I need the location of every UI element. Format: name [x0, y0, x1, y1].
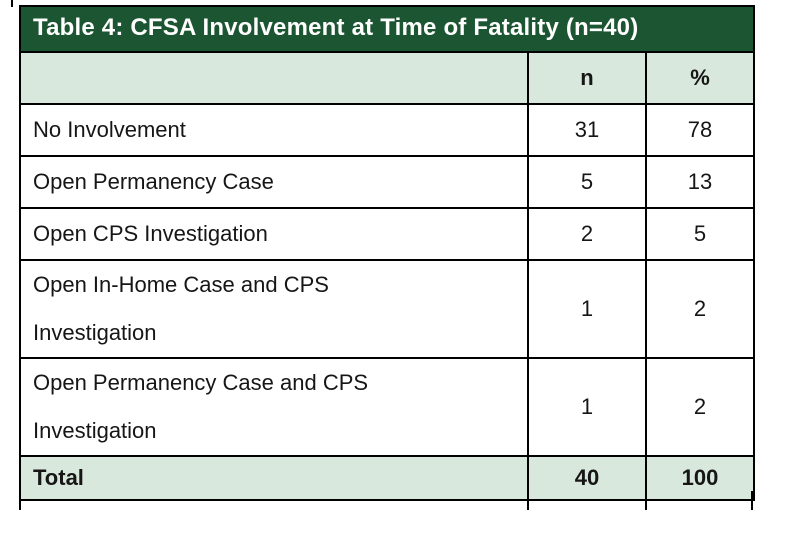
row-n-value: 1	[527, 259, 647, 359]
table-row: Open CPS Investigation 2 5	[19, 207, 756, 261]
row-n-value: 2	[527, 207, 647, 261]
row-label: Open Permanency Case and CPS Investigati…	[33, 370, 369, 443]
row-n-value: 31	[527, 103, 647, 157]
cutoff-border-stub-bottom-col1	[527, 491, 529, 510]
row-pct-value: 78	[644, 103, 756, 157]
cutoff-border-stub-bottom-left	[19, 491, 21, 510]
row-label: Open In-Home Case and CPS Investigation	[33, 272, 329, 345]
table-body: No Involvement 31 78 Open Permanency Cas…	[19, 103, 756, 457]
row-pct-value: 13	[644, 155, 756, 209]
row-label: Open CPS Investigation	[33, 221, 268, 246]
cutoff-border-stub-top	[11, 0, 13, 7]
table-row: Open In-Home Case and CPS Investigation …	[19, 259, 756, 359]
column-header-n: n	[527, 51, 647, 105]
total-n-value: 40	[527, 455, 647, 501]
row-pct-value: 2	[644, 357, 756, 457]
table-title: Table 4: CFSA Involvement at Time of Fat…	[18, 5, 756, 53]
column-header-row: n %	[19, 51, 756, 105]
column-header-pct: %	[644, 51, 756, 105]
cutoff-border-stub-bottom-right	[751, 491, 753, 510]
total-row: Total 40 100	[19, 455, 756, 501]
cutoff-border-stub-bottom-col2	[645, 491, 647, 510]
row-n-value: 5	[527, 155, 647, 209]
row-label: Open Permanency Case	[33, 169, 274, 194]
row-n-value: 1	[527, 357, 647, 457]
table-title-row: Table 4: CFSA Involvement at Time of Fat…	[18, 5, 756, 53]
table-row: Open Permanency Case and CPS Investigati…	[19, 357, 756, 457]
table-row: Open Permanency Case 5 13	[19, 155, 756, 209]
row-pct-value: 5	[644, 207, 756, 261]
table-row: No Involvement 31 78	[19, 103, 756, 157]
row-label: No Involvement	[33, 117, 186, 142]
column-header-label	[19, 51, 529, 105]
row-pct-value: 2	[644, 259, 756, 359]
cfsa-involvement-table: Table 4: CFSA Involvement at Time of Fat…	[18, 5, 756, 501]
total-pct-value: 100	[644, 455, 756, 501]
total-label: Total	[33, 465, 84, 490]
